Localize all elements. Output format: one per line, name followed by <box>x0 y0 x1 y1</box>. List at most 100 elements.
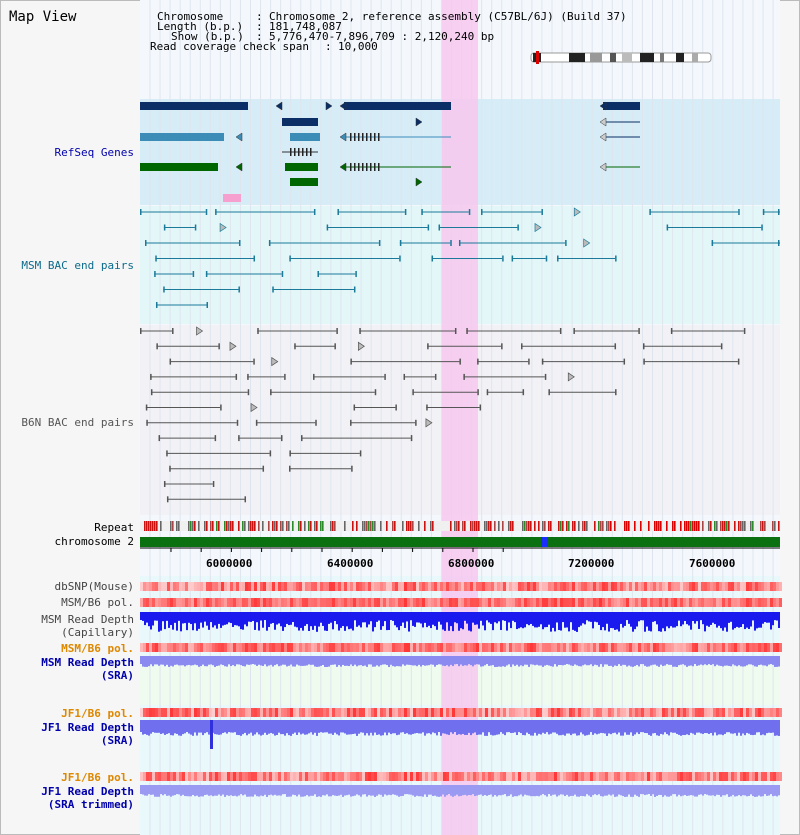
repeat-mark <box>402 521 404 531</box>
heat-cell <box>194 708 197 717</box>
heat-cell <box>266 598 269 607</box>
b6n-bac-pair-end <box>410 435 413 442</box>
depth-bar <box>284 656 286 665</box>
heat-cell <box>212 582 215 591</box>
depth-bar <box>472 656 474 667</box>
heat-cell <box>773 772 776 781</box>
depth-bar <box>756 720 758 733</box>
depth-bar <box>630 785 632 797</box>
heat-cell <box>635 708 638 717</box>
heat-cell <box>278 708 281 717</box>
depth-bar <box>410 612 412 621</box>
repeat-track[interactable] <box>140 521 780 531</box>
heat-cell <box>365 772 368 781</box>
depth-bar <box>304 612 306 626</box>
exon-tick <box>306 148 308 156</box>
depth-bar <box>494 720 496 736</box>
depth-bar <box>458 785 460 797</box>
heat-cell <box>635 643 638 652</box>
selection-highlight[interactable] <box>442 0 478 835</box>
heat-cell <box>350 598 353 607</box>
depth-bar <box>772 785 774 797</box>
heat-cell <box>413 772 416 781</box>
depth-bar <box>530 720 532 736</box>
gene-exon-block <box>290 133 320 141</box>
heat-cell <box>398 708 401 717</box>
heat-cell <box>512 772 515 781</box>
heat-cell <box>428 598 431 607</box>
depth-bar <box>604 656 606 665</box>
heat-cell <box>365 708 368 717</box>
depth-bar <box>270 785 272 795</box>
repeat-mark <box>602 521 604 531</box>
heat-cell <box>410 582 413 591</box>
depth-bar <box>222 656 224 666</box>
heat-cell <box>494 598 497 607</box>
heat-cell <box>365 598 368 607</box>
depth-bar <box>172 656 174 667</box>
chromosome-ideogram[interactable] <box>530 51 712 64</box>
depth-bar <box>442 720 444 734</box>
heat-cell <box>599 582 602 591</box>
b6n-bac-features[interactable] <box>140 326 746 503</box>
heat-cell <box>320 598 323 607</box>
msm-bac-pair-end <box>289 255 291 262</box>
heat-cell <box>737 582 740 591</box>
depth-bar <box>580 720 582 733</box>
depth-bar <box>680 720 682 736</box>
repeat-mark <box>658 521 660 531</box>
heat-tracks[interactable] <box>140 582 782 781</box>
depth-bar <box>556 720 558 734</box>
heat-cell <box>422 708 425 717</box>
heat-cell <box>215 708 218 717</box>
depth-bar <box>260 720 262 736</box>
depth-bar <box>774 656 776 667</box>
depth-bar <box>662 720 664 735</box>
heat-cell <box>239 598 242 607</box>
strand-arrow <box>339 162 347 172</box>
depth-bar <box>762 656 764 666</box>
depth-bar <box>400 720 402 733</box>
heat-cell <box>446 708 449 717</box>
chromosome-bar[interactable] <box>140 537 780 547</box>
msm-bac-track-label[interactable]: MSM BAC end pairs <box>21 259 134 272</box>
depth-bar <box>760 720 762 736</box>
repeat-mark <box>316 521 318 531</box>
heat-cell <box>566 643 569 652</box>
heat-cell <box>305 582 308 591</box>
b6n-bac-track-label[interactable]: B6N BAC end pairs <box>21 416 134 429</box>
b6n-bac-pair-end <box>623 358 626 365</box>
chromosome-marker <box>541 537 548 547</box>
heat-cell <box>233 582 236 591</box>
refseq-track-label[interactable]: RefSeq Genes <box>54 146 134 159</box>
heat-cell <box>653 643 656 652</box>
depth-bar <box>754 720 756 735</box>
depth-bar <box>202 785 204 797</box>
msm-depth-sra-sublabel: (SRA) <box>100 669 134 682</box>
depth-bar <box>646 612 648 627</box>
depth-bar <box>324 785 326 796</box>
heat-cell <box>173 582 176 591</box>
depth-bar <box>412 656 414 666</box>
depth-bar <box>192 612 194 631</box>
b6n-bac-pair-end <box>289 465 291 472</box>
depth-bar <box>508 785 510 796</box>
heat-cell <box>395 708 398 717</box>
depth-bar <box>212 612 214 628</box>
depth-bar <box>774 612 776 621</box>
heat-cell <box>701 643 704 652</box>
depth-bar <box>246 656 248 665</box>
heat-cell <box>416 582 419 591</box>
depth-bar <box>462 656 464 666</box>
depth-bar <box>488 656 490 666</box>
heat-cell <box>545 582 548 591</box>
depth-tracks[interactable] <box>140 612 780 797</box>
depth-bar <box>398 720 400 735</box>
strand-arrow <box>599 132 607 142</box>
heat-cell <box>623 598 626 607</box>
heat-cell <box>773 582 776 591</box>
heat-cell <box>758 708 761 717</box>
msm-bac-features[interactable] <box>140 207 780 308</box>
refseq-gene-features[interactable] <box>140 101 640 202</box>
